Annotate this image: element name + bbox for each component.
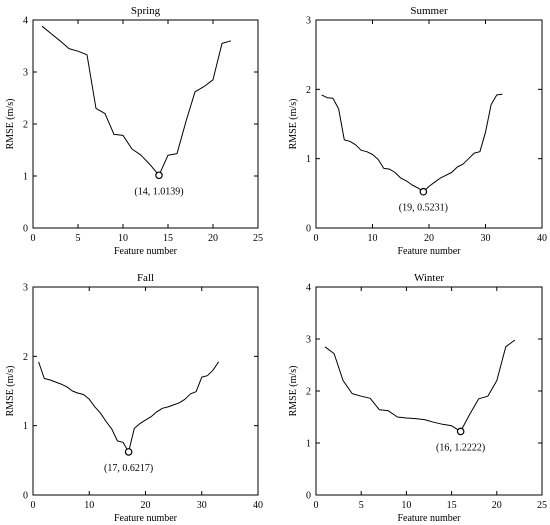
spring-ytick-label: 1 [23, 172, 28, 183]
fall-xtick-label: 10 [84, 500, 94, 511]
spring-xtick-label: 0 [31, 233, 36, 244]
fall-ytick-label: 0 [23, 491, 28, 502]
spring-xtick-label: 25 [253, 233, 263, 244]
winter-min-marker [456, 427, 465, 436]
winter-rmse-line [324, 339, 516, 432]
fall-rmse-line [38, 361, 220, 453]
summer-axes-frame [315, 19, 543, 229]
summer-ytick-label: 3 [306, 16, 311, 27]
winter-title: Winter [414, 272, 444, 284]
summer-ytick-label: 2 [306, 85, 311, 96]
fall-ytick-label: 3 [23, 283, 28, 294]
fall-title: Fall [137, 272, 154, 284]
spring-xtick-label: 5 [76, 233, 81, 244]
summer-title: Summer [410, 5, 448, 17]
winter-xtick-label: 20 [492, 500, 502, 511]
winter-xtick-label: 10 [401, 500, 411, 511]
winter-xtick-label: 0 [314, 500, 319, 511]
spring-ytick-label: 2 [23, 120, 28, 131]
summer-xtick-label: 0 [314, 233, 319, 244]
spring-xlabel: Feature number [114, 246, 178, 257]
summer-xtick-label: 40 [537, 233, 547, 244]
fall-xtick-label: 20 [141, 500, 151, 511]
spring-ylabel: RMSE (m/s) [5, 99, 16, 150]
fall-xlabel: Feature number [114, 513, 178, 524]
winter-xtick-label: 25 [537, 500, 547, 511]
spring-min-marker [155, 171, 163, 180]
winter-min-annotation: (16, 1.2222) [436, 442, 485, 453]
summer-xtick-label: 20 [424, 233, 434, 244]
spring-panel: Spring 0 5 10 15 20 25 0 1 2 3 4 Feature number RMSE … [5, 5, 263, 257]
winter-ytick-label: 4 [306, 283, 311, 294]
fall-min-marker [124, 448, 133, 456]
summer-min-marker [419, 187, 428, 196]
summer-xtick-label: 30 [481, 233, 491, 244]
spring-ytick-label: 4 [23, 16, 28, 27]
winter-ytick-label: 2 [306, 387, 311, 398]
spring-xtick-label: 20 [208, 233, 218, 244]
fall-panel: Fall 0 10 20 30 40 0 1 2 3 Feature number RMSE (m/s… [5, 272, 263, 524]
winter-xlabel: Feature number [397, 513, 461, 524]
winter-ylabel: RMSE (m/s) [288, 366, 299, 417]
fall-xtick-label: 0 [31, 500, 36, 511]
fall-xtick-label: 30 [197, 500, 207, 511]
winter-ytick-label: 0 [306, 491, 311, 502]
summer-xtick-label: 10 [368, 233, 378, 244]
summer-xlabel: Feature number [397, 246, 461, 257]
winter-ytick-label: 3 [306, 335, 311, 346]
spring-min-annotation: (14, 1.0139) [134, 186, 183, 197]
fall-ytick-label: 1 [23, 421, 28, 432]
fall-ytick-label: 2 [23, 352, 28, 363]
spring-rmse-line [41, 25, 232, 176]
spring-ytick-label: 3 [23, 68, 28, 79]
summer-min-annotation: (19, 0.5231) [399, 203, 448, 214]
summer-ytick-label: 0 [306, 224, 311, 235]
summer-ytick-label: 1 [306, 154, 311, 165]
winter-xtick-label: 15 [447, 500, 457, 511]
spring-xtick-label: 10 [118, 233, 128, 244]
fall-xtick-label: 40 [253, 500, 263, 511]
summer-panel: Summer 0 10 20 30 40 0 1 2 3 Feature number RMSE (m… [288, 5, 547, 257]
summer-rmse-line [321, 93, 503, 193]
fall-min-annotation: (17, 0.6217) [104, 463, 153, 474]
fall-ylabel: RMSE (m/s) [5, 366, 16, 417]
spring-xtick-label: 15 [163, 233, 173, 244]
winter-ytick-label: 1 [306, 439, 311, 450]
winter-xtick-label: 5 [359, 500, 364, 511]
spring-ytick-label: 0 [23, 224, 28, 235]
summer-ylabel: RMSE (m/s) [288, 99, 299, 150]
winter-panel: Winter 0 5 10 15 20 25 0 1 2 3 4 Feature number RMSE … [288, 272, 547, 524]
spring-title: Spring [131, 5, 161, 17]
